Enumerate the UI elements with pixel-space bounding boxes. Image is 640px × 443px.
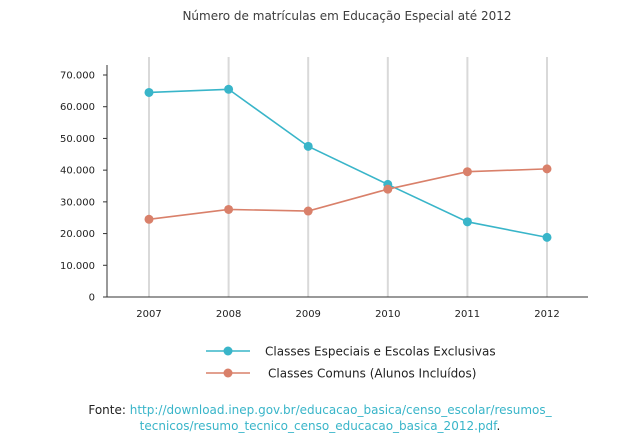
grid-layer <box>148 57 548 297</box>
source-label: Fonte: <box>88 403 126 417</box>
data-point <box>224 84 234 94</box>
x-tick-label: 2007 <box>136 309 161 320</box>
x-tick-label: 2012 <box>534 309 559 320</box>
y-tick-label: 0 <box>89 293 95 304</box>
axis-layer: 0 10.000 20.000 30.000 40.000 50.000 60.000 70.… <box>60 65 588 320</box>
legend-marker-1 <box>223 346 233 356</box>
series-line-2 <box>148 168 548 221</box>
data-point <box>144 214 154 224</box>
source-link-line1[interactable]: http://download.inep.gov.br/educacao_bas… <box>129 403 552 417</box>
source-link-line2[interactable]: tecnicos/resumo_tecnico_censo_educacao_b… <box>139 419 497 433</box>
data-point <box>303 141 313 151</box>
data-point <box>383 184 393 194</box>
x-tick-label: 2010 <box>375 309 400 320</box>
source-note: Fonte: http://download.inep.gov.br/educa… <box>0 402 640 434</box>
x-tick-label: 2009 <box>295 309 320 320</box>
legend: Classes Especiais e Escolas Exclusivas Cl… <box>206 345 496 381</box>
chart-title: Número de matrículas em Educação Especia… <box>182 9 511 23</box>
y-tick-label: 40.000 <box>60 166 95 177</box>
data-point <box>462 217 472 227</box>
data-point <box>224 204 234 214</box>
y-tick-label: 60.000 <box>60 102 95 113</box>
x-tick-label: 2011 <box>455 309 480 320</box>
data-point <box>144 87 154 97</box>
y-tick-label: 70.000 <box>60 71 95 82</box>
legend-label-1: Classes Especiais e Escolas Exclusivas <box>265 345 496 359</box>
legend-marker-2 <box>223 368 233 378</box>
data-point <box>462 167 472 177</box>
y-tick-label: 10.000 <box>60 261 95 272</box>
series-layer <box>144 84 552 242</box>
y-tick-label: 20.000 <box>60 229 95 240</box>
series-line-1 <box>148 88 548 239</box>
x-tick-label: 2008 <box>216 309 241 320</box>
source-suffix: . <box>496 419 501 433</box>
data-point <box>303 206 313 216</box>
data-point <box>542 164 552 174</box>
y-tick-label: 50.000 <box>60 134 95 145</box>
legend-label-2: Classes Comuns (Alunos Incluídos) <box>268 367 476 381</box>
y-tick-label: 30.000 <box>60 197 95 208</box>
data-point <box>542 232 552 242</box>
